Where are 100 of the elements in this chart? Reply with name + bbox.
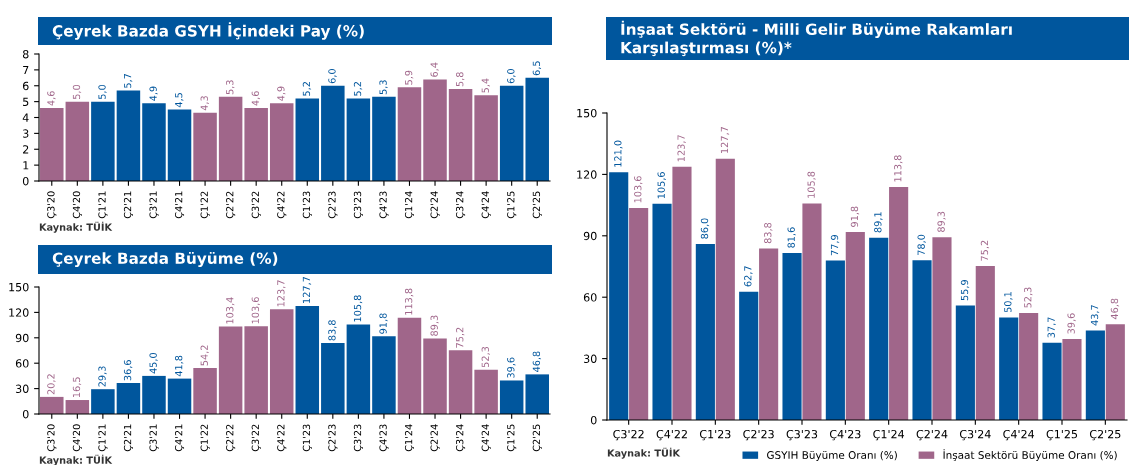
data-label: 4,6	[251, 91, 260, 106]
data-label: 6,4	[430, 62, 439, 77]
data-label: 41,8	[174, 355, 184, 377]
x-tick-label: Ç3'23	[353, 424, 363, 452]
data-label: 123,7	[677, 135, 686, 162]
x-tick-label: Ç2'21	[123, 191, 133, 219]
bar	[474, 95, 498, 181]
y-tick-label: 3	[23, 129, 29, 138]
bar	[193, 368, 217, 414]
data-label: 62,7	[744, 266, 753, 287]
bar	[932, 237, 952, 420]
x-tick-label: Ç3'20	[47, 191, 57, 219]
x-tick-label: Ç4'24	[1003, 429, 1035, 441]
data-label: 45,0	[149, 352, 158, 374]
bar	[1085, 330, 1105, 420]
data-label: 5,4	[481, 78, 490, 93]
data-label: 127,7	[720, 127, 730, 153]
bar	[167, 378, 192, 414]
data-label: 5,8	[456, 72, 465, 87]
data-label: 29,3	[98, 366, 107, 387]
data-label: 46,8	[1110, 298, 1120, 320]
x-tick-label: Ç3'23	[786, 429, 818, 441]
x-tick-label: Ç3'24	[456, 424, 466, 452]
data-label: 77,9	[830, 235, 840, 256]
legend-label: İnşaat Sektörü Büyüme Oranı (%)	[943, 449, 1117, 461]
bar	[759, 248, 779, 420]
bar	[142, 103, 166, 181]
bar	[40, 107, 64, 181]
x-tick-label: Ç2'25	[532, 424, 542, 452]
x-tick-label: Ç3'24	[456, 191, 466, 219]
bar	[609, 172, 629, 420]
x-tick-label: Ç4'20	[72, 424, 82, 452]
data-label: 83,8	[328, 320, 337, 341]
x-tick-label: Ç3'22	[251, 424, 261, 452]
data-label: 4,6	[47, 91, 56, 106]
data-label: 127,7	[302, 276, 312, 303]
bar	[629, 207, 649, 420]
x-tick-label: Ç2'22	[226, 424, 236, 452]
x-tick-label: Ç3'22	[251, 191, 261, 219]
y-tick-label: 60	[583, 293, 597, 302]
x-tick-label: Ç4'22	[656, 429, 687, 441]
data-label: 20,2	[47, 374, 56, 395]
x-tick-label: Ç1'22	[200, 424, 210, 452]
data-label: 81,6	[787, 227, 796, 248]
x-tick-label: Ç3'21	[149, 191, 159, 219]
data-label: 86,0	[700, 218, 710, 239]
bar	[167, 109, 192, 181]
x-tick-label: Ç3'23	[353, 191, 363, 219]
bar	[346, 98, 371, 181]
bar	[65, 101, 90, 181]
data-label: 78,0	[917, 234, 926, 255]
x-tick-label: Ç2'24	[430, 424, 440, 452]
x-tick-label: Ç4'22	[277, 424, 287, 452]
y-tick-label: 90	[583, 231, 597, 241]
text: Kaynak: TÜİK	[39, 221, 113, 233]
data-label: 121,0	[614, 140, 623, 167]
bar	[269, 309, 294, 414]
bar	[193, 112, 217, 181]
x-tick-label: Ç2'21	[123, 424, 133, 452]
y-tick-label: 7	[23, 66, 29, 75]
data-label: 39,6	[1067, 313, 1076, 334]
bar	[825, 260, 845, 420]
chart-title: Çeyrek Bazda GSYH İçindeki Pay (%)	[52, 22, 364, 40]
x-tick-label: Ç1'23	[302, 424, 312, 452]
y-tick-label: 150	[577, 108, 597, 118]
bar	[1105, 324, 1125, 420]
x-tick-label: Ç2'23	[743, 429, 774, 441]
x-tick-label: Ç1'24	[404, 424, 415, 452]
x-tick-label: Ç2'24	[430, 191, 440, 219]
data-label: 6,5	[532, 61, 542, 76]
bar	[142, 375, 166, 414]
bar	[499, 85, 524, 181]
text: Kaynak: TÜİK	[607, 447, 681, 459]
bar	[999, 317, 1019, 420]
x-tick-label: Ç4'23	[829, 429, 861, 441]
x-tick-label: Ç1'25	[1046, 429, 1078, 441]
bar	[474, 369, 498, 414]
data-label: 43,7	[1090, 305, 1100, 326]
y-tick-label: 60	[15, 359, 29, 368]
x-tick-label: Ç4'22	[277, 191, 287, 219]
bar	[91, 101, 115, 181]
data-label: 39,6	[507, 357, 516, 378]
y-tick-label: 150	[9, 282, 29, 292]
bar	[244, 107, 268, 181]
x-tick-label: Ç1'23	[302, 191, 312, 219]
bar	[295, 305, 320, 414]
bar	[715, 158, 735, 420]
bar	[782, 252, 802, 420]
data-label: 105,8	[807, 171, 816, 198]
x-tick-label: Ç1'21	[98, 424, 108, 452]
data-label: 5,0	[98, 84, 107, 99]
bar	[295, 98, 320, 181]
bar	[423, 338, 447, 414]
bar	[372, 336, 396, 414]
x-tick-label: Ç1'25	[507, 424, 517, 452]
data-label: 5,3	[226, 80, 235, 95]
data-label: 113,8	[894, 155, 903, 182]
bar	[525, 77, 549, 181]
data-label: 4,3	[200, 96, 209, 111]
x-tick-label: Ç2'25	[1089, 429, 1121, 441]
